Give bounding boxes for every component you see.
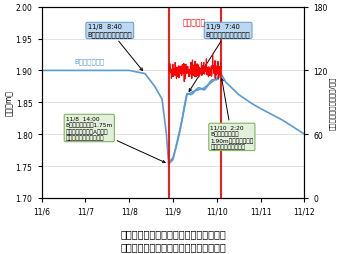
Text: 11/8  14:00
B貯水槽の水位が1.75m
を下回ったため、A貯水槽
に設置したポンプが作動: 11/8 14:00 B貯水槽の水位が1.75m を下回ったため、A貯水槽 に設…	[66, 116, 165, 163]
Text: 11/8  8:40
B貯水槽の水の利用開始: 11/8 8:40 B貯水槽の水の利用開始	[88, 24, 143, 71]
Y-axis label: ポンプ流量（リットル/分）: ポンプ流量（リットル/分）	[329, 76, 336, 130]
Text: 11/10  2:20
B貯水槽の水位が
1.90m以上となったた
め、ポンプが自動停止: 11/10 2:20 B貯水槽の水位が 1.90m以上となったた め、ポンプが自…	[210, 79, 254, 150]
Text: B貯水槽の水位: B貯水槽の水位	[75, 58, 105, 65]
Text: 図３　観測された水位およびポンプの作
動状況から推定される貯水槽の管理状況: 図３ 観測された水位およびポンプの作 動状況から推定される貯水槽の管理状況	[120, 228, 226, 251]
Y-axis label: 水位（m）: 水位（m）	[5, 90, 14, 116]
Text: 11/9  7:40
B貯水槽の水の利用開始: 11/9 7:40 B貯水槽の水の利用開始	[189, 24, 251, 92]
Text: ポンプ流量: ポンプ流量	[182, 18, 206, 27]
